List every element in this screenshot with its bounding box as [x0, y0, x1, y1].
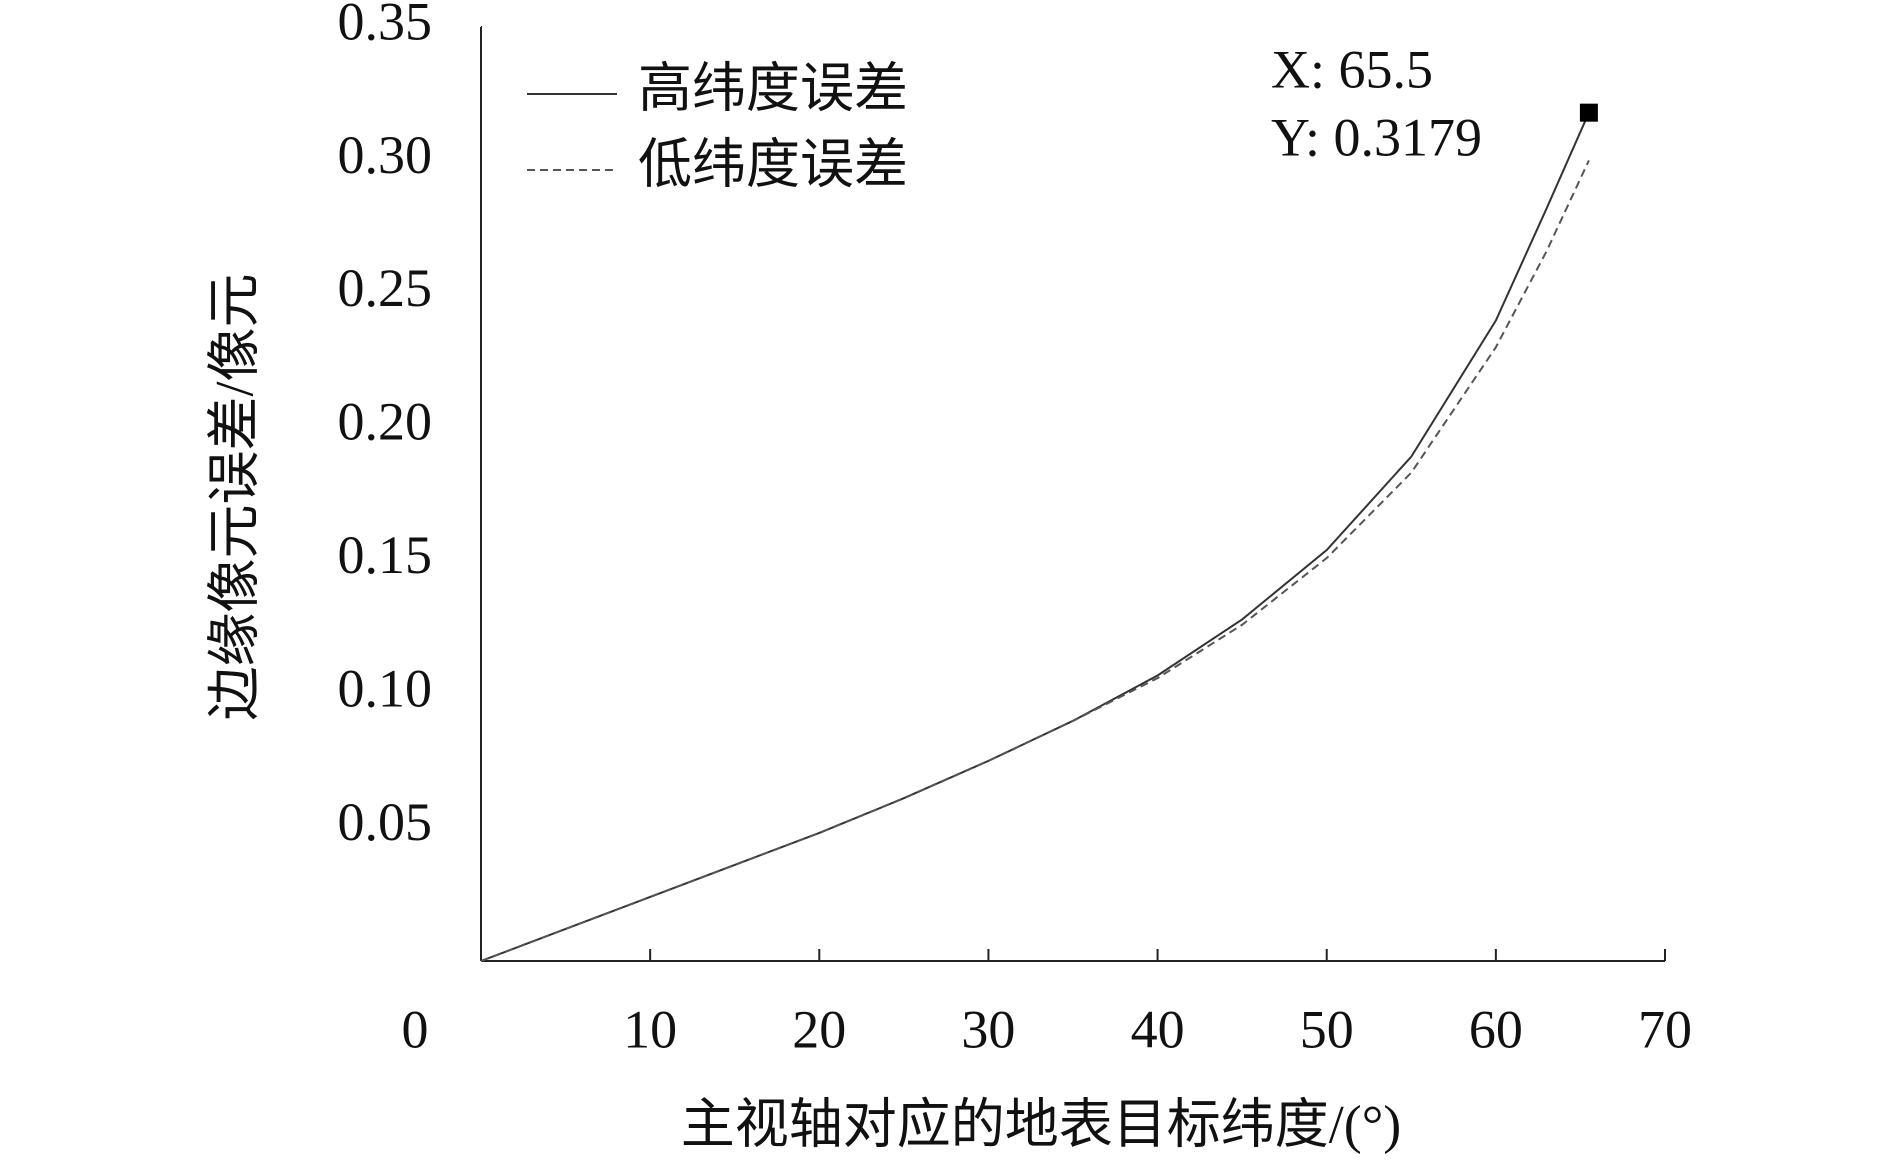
y-tick-label: 0.35 [338, 0, 433, 51]
y-axis-label: 边缘像元误差/像元 [204, 273, 264, 720]
y-tick-label: 0.30 [338, 125, 433, 185]
y-tick-label: 0.15 [338, 525, 433, 585]
x-tick-label: 40 [1131, 999, 1185, 1059]
series-line [480, 160, 1590, 962]
x-tick-label: 0 [402, 999, 429, 1059]
y-tick-label: 0.05 [338, 792, 433, 852]
x-tick-label: 60 [1469, 999, 1523, 1059]
annotation-y: Y: 0.3179 [1271, 107, 1482, 167]
x-axis-label: 主视轴对应的地表目标纬度/(°) [681, 1094, 1402, 1154]
x-tick-label: 10 [623, 999, 677, 1059]
series-line [480, 112, 1590, 962]
x-tick-label: 70 [1638, 999, 1692, 1059]
y-tick-label: 0.10 [338, 659, 433, 719]
y-tick-label: 0.20 [338, 392, 433, 452]
legend-label: 低纬度误差 [638, 134, 908, 194]
x-tick-label: 20 [792, 999, 846, 1059]
annotation-x: X: 65.5 [1271, 39, 1433, 99]
x-tick-label: 30 [961, 999, 1015, 1059]
x-tick-label: 50 [1300, 999, 1354, 1059]
y-tick-label: 0.25 [338, 258, 433, 318]
annotation-marker [1579, 103, 1598, 122]
legend-label: 高纬度误差 [638, 58, 908, 118]
